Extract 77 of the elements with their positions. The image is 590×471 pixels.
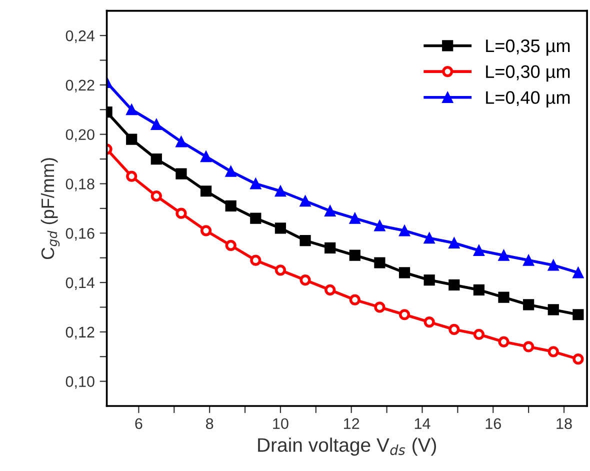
point bbox=[424, 274, 435, 286]
point bbox=[548, 260, 559, 271]
y-tick-label: 0,22 bbox=[66, 80, 94, 92]
x-tick-label: 16 bbox=[486, 418, 501, 430]
point bbox=[448, 279, 460, 291]
point bbox=[398, 309, 410, 320]
x-tick-label: 18 bbox=[556, 418, 572, 430]
point bbox=[200, 186, 212, 197]
point bbox=[498, 336, 510, 348]
point bbox=[523, 254, 534, 266]
point bbox=[274, 186, 286, 197]
y-tick-label: 0,12 bbox=[66, 326, 94, 340]
point bbox=[274, 264, 286, 276]
point bbox=[498, 250, 510, 261]
point bbox=[473, 244, 485, 256]
point bbox=[250, 178, 262, 190]
point bbox=[200, 150, 212, 162]
y-tick-label: 0,24 bbox=[66, 30, 95, 44]
point bbox=[176, 208, 187, 219]
point bbox=[176, 168, 187, 180]
point bbox=[225, 200, 236, 212]
point bbox=[250, 254, 262, 266]
point bbox=[126, 134, 138, 145]
x-axis-title: Drain voltage V$_{ds}$ (V) bbox=[258, 438, 436, 456]
x-tick-label: 6 bbox=[135, 418, 142, 430]
point bbox=[300, 274, 311, 286]
point bbox=[448, 237, 460, 249]
point bbox=[150, 118, 162, 130]
point bbox=[374, 257, 386, 268]
point bbox=[274, 222, 286, 234]
point bbox=[498, 292, 510, 303]
point bbox=[200, 225, 212, 236]
y-tick-label: 0,16 bbox=[66, 228, 94, 241]
point bbox=[424, 316, 435, 328]
x-tick-label: 8 bbox=[206, 418, 214, 430]
point bbox=[398, 225, 410, 236]
point bbox=[126, 170, 138, 182]
point bbox=[523, 341, 534, 352]
point bbox=[548, 346, 559, 358]
point bbox=[374, 302, 386, 313]
point bbox=[349, 212, 360, 224]
point bbox=[225, 240, 236, 252]
point bbox=[250, 212, 262, 224]
y-tick-label: 0,10 bbox=[66, 376, 94, 389]
point bbox=[349, 250, 360, 261]
point bbox=[548, 304, 559, 316]
point bbox=[324, 242, 336, 254]
point bbox=[523, 299, 534, 310]
point bbox=[300, 234, 311, 246]
legend-label: L=0,40 µm bbox=[486, 91, 570, 108]
point bbox=[150, 153, 162, 165]
point bbox=[349, 294, 360, 306]
y-tick-label: 0,20 bbox=[66, 129, 94, 142]
y-axis-title: C$_{gd}$ (pF/mm) bbox=[40, 158, 60, 260]
point bbox=[300, 195, 311, 207]
x-tick-label: 10 bbox=[273, 418, 288, 430]
point bbox=[448, 324, 460, 335]
point bbox=[398, 267, 410, 278]
y-tick-label: 0,18 bbox=[66, 178, 94, 192]
legend-label: L=0,35 µm bbox=[486, 39, 570, 56]
point bbox=[324, 284, 336, 296]
point bbox=[473, 284, 485, 296]
legend-label: L=0,30 µm bbox=[486, 65, 570, 82]
x-tick-label: 12 bbox=[344, 418, 360, 429]
point bbox=[126, 104, 138, 116]
point bbox=[176, 136, 187, 148]
point bbox=[150, 190, 162, 202]
point bbox=[424, 232, 435, 244]
point bbox=[374, 220, 386, 232]
point bbox=[572, 267, 584, 278]
y-tick-label: 0,14 bbox=[66, 277, 95, 290]
point bbox=[473, 328, 485, 340]
point bbox=[572, 309, 584, 320]
point bbox=[324, 205, 336, 216]
point bbox=[225, 166, 236, 177]
x-tick-label: 14 bbox=[414, 418, 430, 429]
point bbox=[572, 354, 584, 365]
